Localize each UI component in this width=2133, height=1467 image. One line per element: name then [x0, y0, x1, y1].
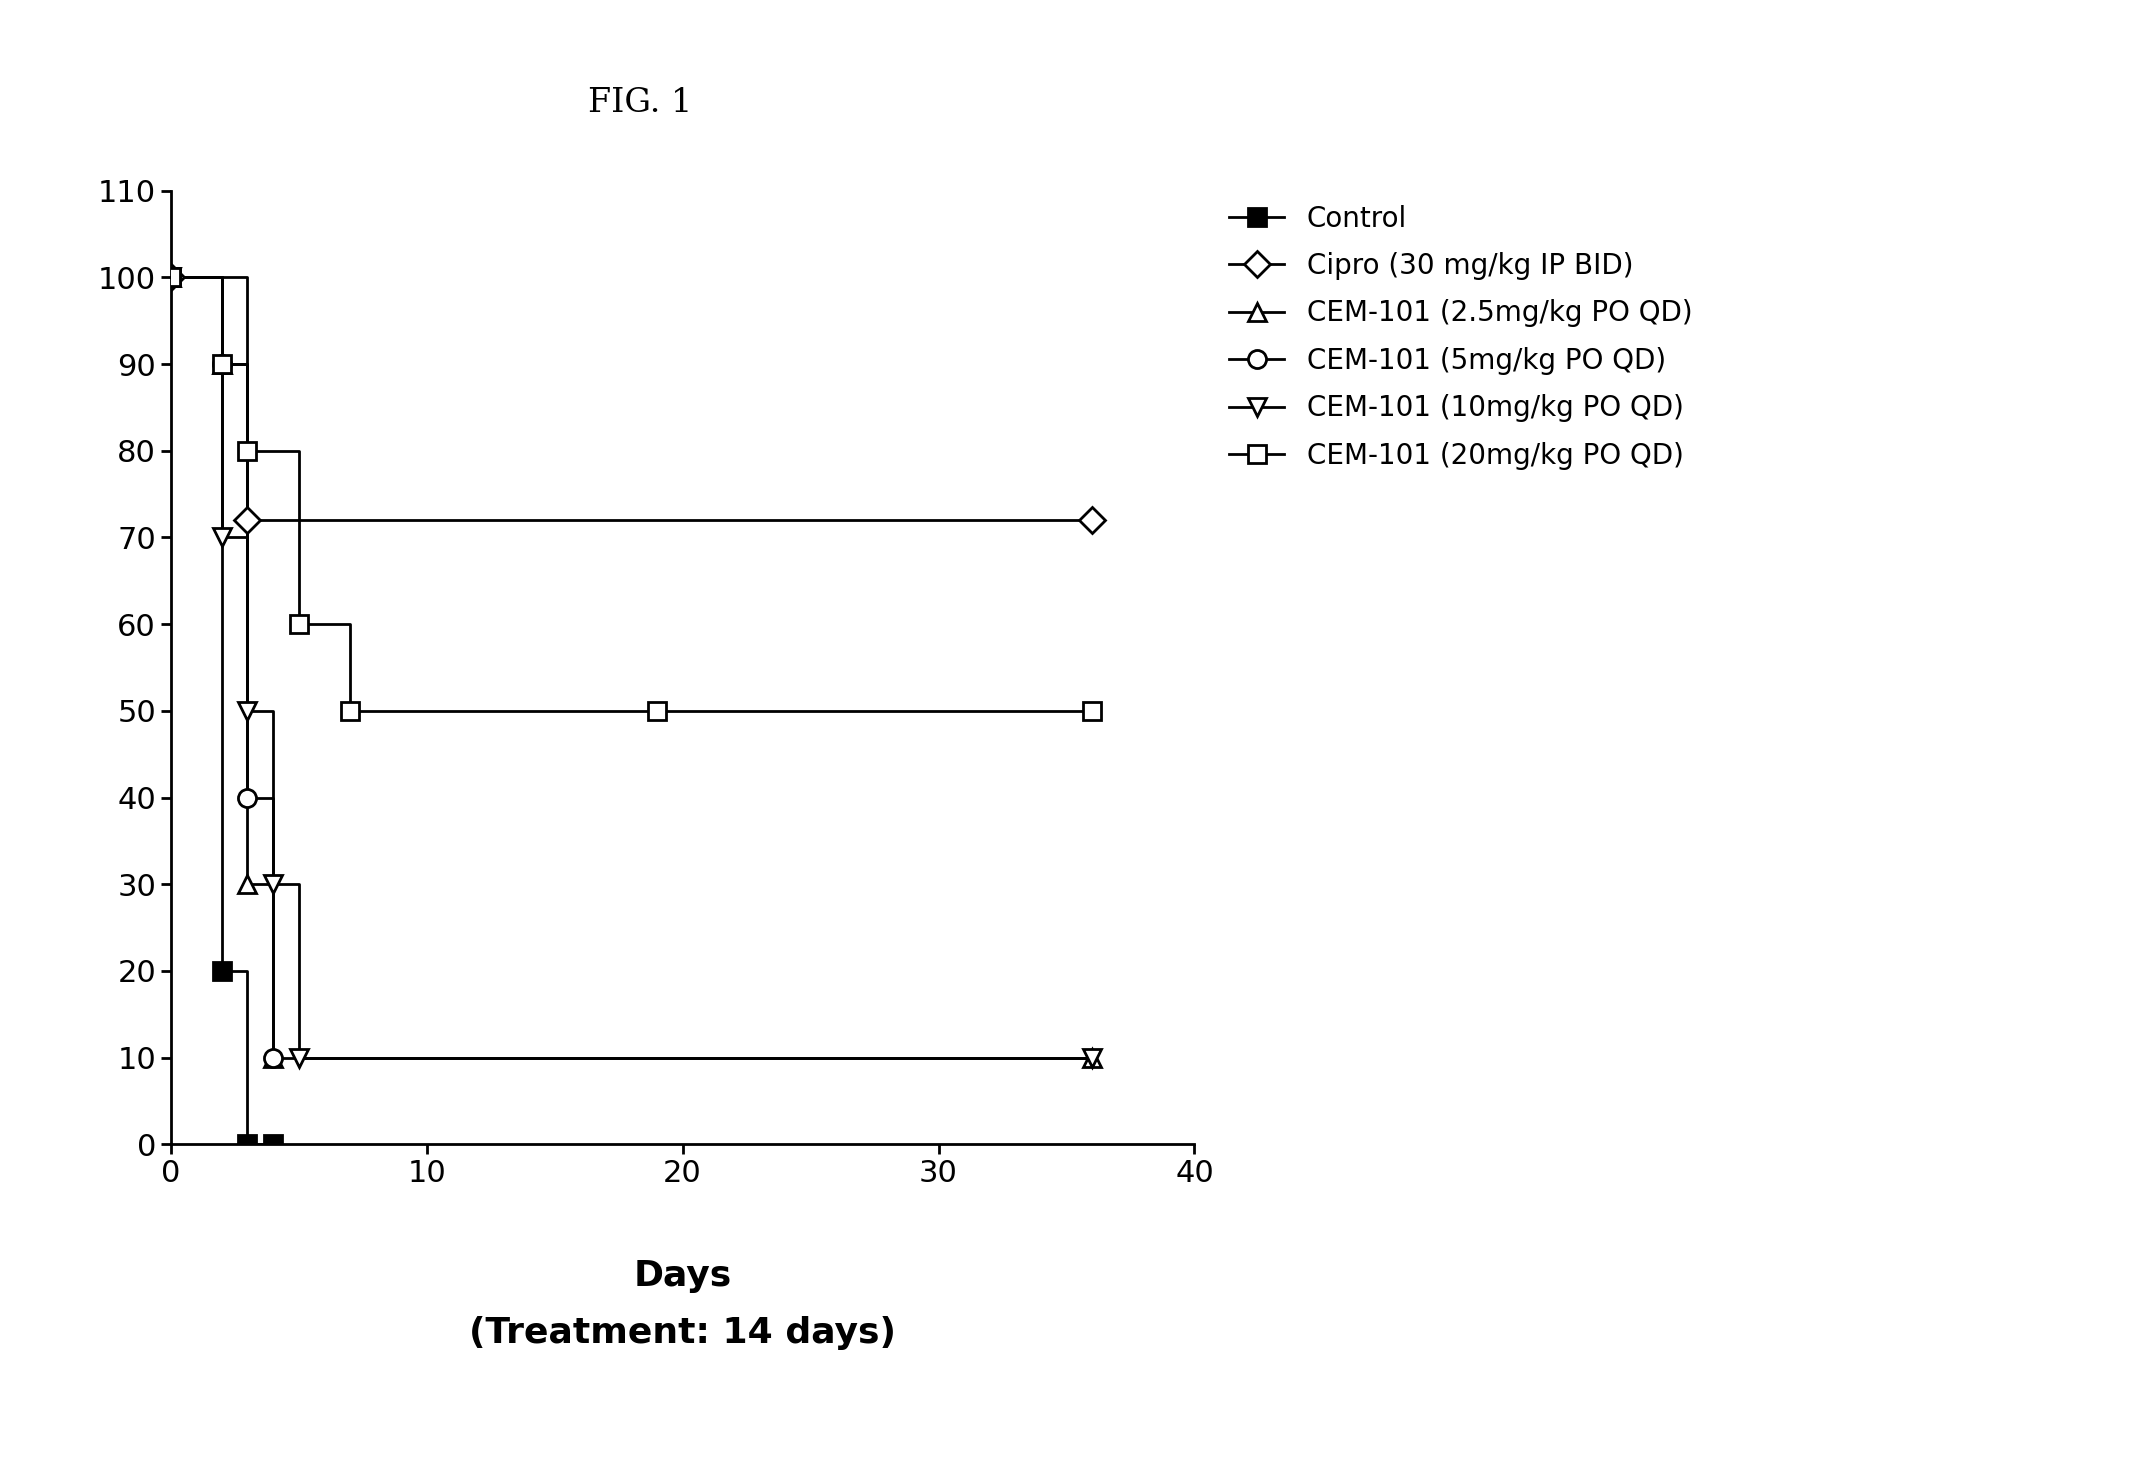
Legend: Control, Cipro (30 mg/kg IP BID), CEM-101 (2.5mg/kg PO QD), CEM-101 (5mg/kg PO Q: Control, Cipro (30 mg/kg IP BID), CEM-10… — [1229, 204, 1691, 469]
Text: FIG. 1: FIG. 1 — [589, 87, 691, 119]
Text: (Treatment: 14 days): (Treatment: 14 days) — [469, 1316, 896, 1350]
Text: Days: Days — [634, 1259, 732, 1292]
